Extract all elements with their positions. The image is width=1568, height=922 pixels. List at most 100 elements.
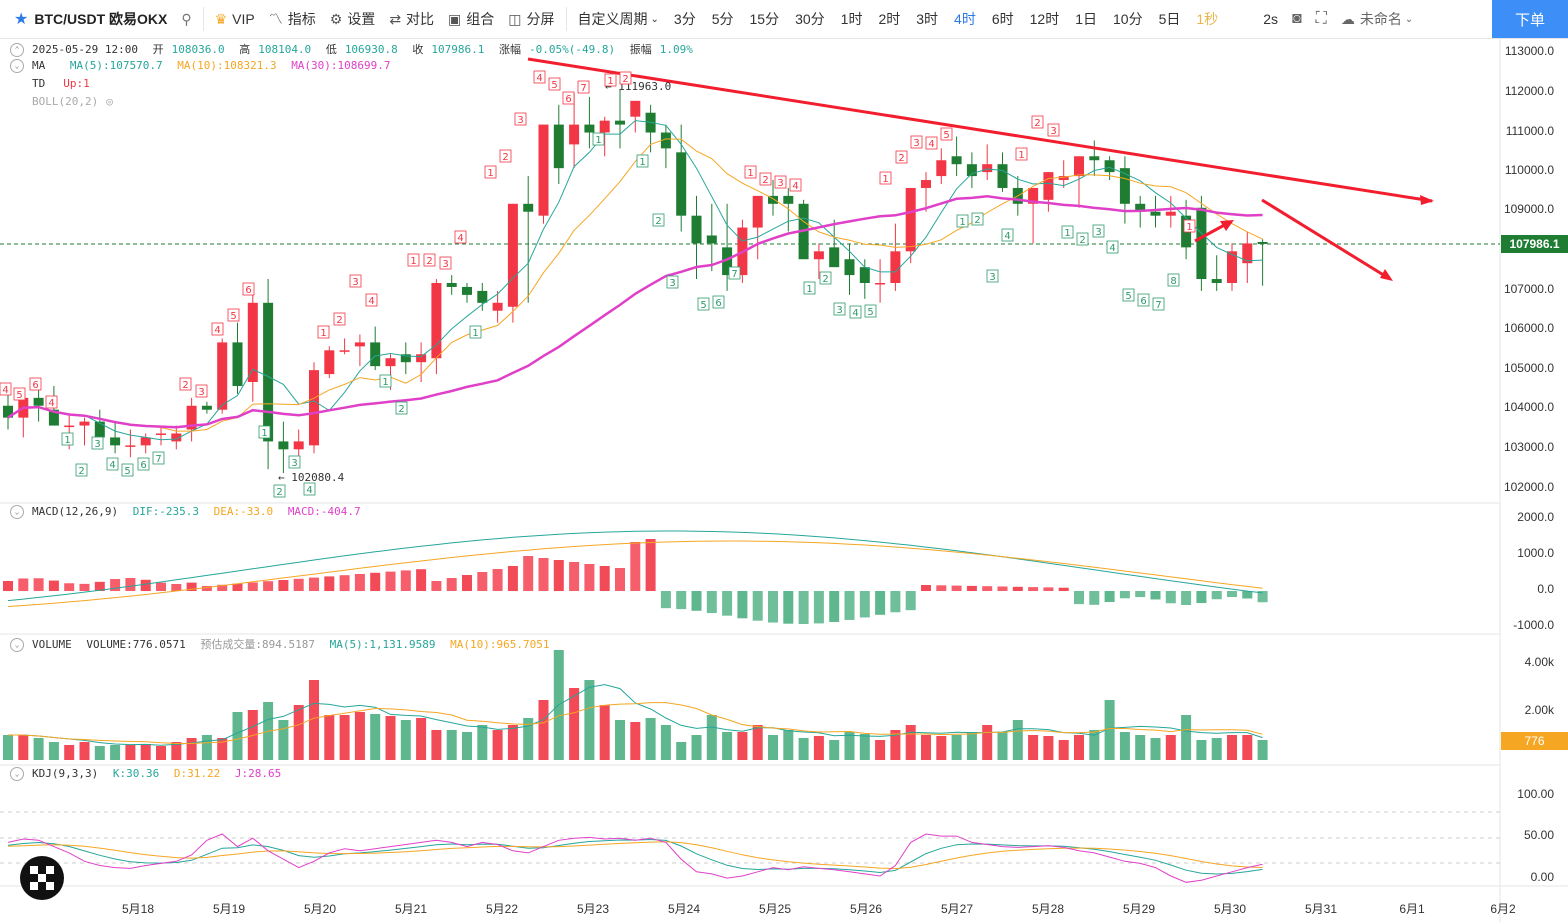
- macd-bar: [706, 591, 717, 614]
- macd-bar: [783, 591, 794, 624]
- volume-bar: [110, 745, 121, 760]
- kdj-tick: 50.00: [1523, 828, 1554, 842]
- volume-bar: [339, 715, 350, 760]
- td-marker: [592, 132, 605, 146]
- volume-bar: [1211, 738, 1222, 760]
- macd-bar: [660, 591, 671, 609]
- td-number: 2: [655, 216, 661, 227]
- split-screen-button[interactable]: ◫ 分屏: [508, 10, 555, 28]
- period-13[interactable]: 1秒: [1196, 11, 1219, 27]
- macd-bar: [553, 560, 564, 591]
- td-number: 6: [1140, 296, 1146, 307]
- volume-bar: [584, 680, 595, 760]
- td-marker: [423, 253, 436, 267]
- candle-body: [1135, 203, 1146, 212]
- td-number: 1: [1186, 222, 1192, 233]
- layout-menu[interactable]: ☁ 未命名 ⌄: [1340, 10, 1414, 28]
- candle-body: [462, 286, 472, 295]
- td-marker: [61, 432, 74, 446]
- candle-body: [492, 302, 503, 311]
- td-marker: [195, 384, 208, 398]
- custom-period-dropdown[interactable]: 自定义周期 ⌄: [577, 11, 659, 27]
- macd-bar: [1074, 591, 1084, 605]
- symbol-selector[interactable]: ★ BTC/USDT 欧易OKX ⚲: [14, 10, 192, 29]
- macd-bar: [890, 591, 901, 613]
- volume-bar: [293, 705, 304, 760]
- candle-body: [293, 441, 304, 450]
- camera-icon[interactable]: ◙: [1291, 10, 1302, 27]
- td-marker: [533, 70, 546, 84]
- period-9[interactable]: 12时: [1029, 11, 1060, 27]
- period-2[interactable]: 15分: [749, 11, 780, 27]
- candle-body: [1257, 241, 1268, 244]
- settings-button[interactable]: ⚙ 设置: [329, 10, 376, 28]
- volume-bar: [752, 725, 763, 760]
- td-marker: [1015, 147, 1028, 161]
- candle-body: [1028, 187, 1039, 204]
- candle-body: [921, 180, 931, 188]
- collapse-icon[interactable]: ⌄: [10, 505, 24, 519]
- price-tick: 113000.0: [1504, 44, 1554, 58]
- td-number: 4: [368, 296, 374, 307]
- macd-bar: [798, 591, 809, 624]
- td-marker: [666, 275, 679, 289]
- search-icon[interactable]: ⚲: [181, 10, 192, 27]
- volume-bar: [645, 718, 656, 760]
- macd-bar: [1104, 591, 1115, 603]
- collapse-icon[interactable]: ⌄: [10, 59, 24, 73]
- macd-tick: 0.0: [1537, 582, 1554, 596]
- td-marker: [1167, 273, 1180, 287]
- vip-button[interactable]: ♛ VIP: [214, 10, 255, 28]
- period-1[interactable]: 5分: [711, 11, 734, 27]
- macd-bar: [64, 583, 75, 591]
- candle-body: [416, 354, 427, 363]
- period-4[interactable]: 1时: [840, 11, 863, 27]
- combine-button[interactable]: ▣ 组合: [448, 10, 495, 28]
- macd-bar: [1211, 591, 1222, 600]
- macd-bar: [1150, 591, 1161, 600]
- candle-body: [1196, 207, 1207, 280]
- candle-body: [890, 251, 901, 283]
- period-7[interactable]: 4时: [954, 11, 976, 27]
- period-0[interactable]: 3分: [673, 11, 696, 27]
- fullscreen-icon[interactable]: ⛶: [1315, 10, 1327, 27]
- candle-body: [1089, 156, 1100, 161]
- star-icon[interactable]: ★: [14, 11, 29, 28]
- collapse-icon[interactable]: ⌄: [10, 638, 24, 652]
- collapse-icon[interactable]: ⌄: [10, 767, 24, 781]
- candle-body: [1074, 156, 1084, 177]
- macd-bar: [324, 576, 335, 591]
- macd-bar: [293, 578, 304, 591]
- td-marker: [273, 484, 286, 498]
- chart-area[interactable]: ← 111963.0 ← 102080.4 4 5 6 4 2 3 4 5 6 3 4 2 1 1 2 3 4 1 2 3…: [0, 38, 1568, 922]
- volume-bar: [538, 700, 549, 760]
- indicator-button[interactable]: 〽指标: [268, 11, 316, 27]
- logo-icon[interactable]: [20, 856, 64, 900]
- macd-bar: [1242, 591, 1253, 599]
- td-number: 4: [48, 398, 54, 409]
- refresh-interval[interactable]: 2s: [1263, 11, 1278, 27]
- compare-button[interactable]: ⇄ 对比: [389, 10, 435, 28]
- candle-body: [309, 370, 319, 446]
- period-8[interactable]: 6时: [991, 11, 1014, 27]
- period-10[interactable]: 1日: [1075, 11, 1098, 27]
- period-6[interactable]: 3时: [916, 11, 939, 27]
- volume-legend: ⌄ VOLUME VOLUME:776.0571 预估成交量:894.5187 M…: [10, 636, 558, 652]
- td-number: 5: [867, 307, 873, 318]
- kdj-d-line: [7, 841, 1263, 870]
- combine-icon: ▣: [448, 10, 462, 27]
- period-12[interactable]: 5日: [1158, 11, 1181, 27]
- td-marker: [333, 312, 346, 326]
- period-3[interactable]: 30分: [795, 11, 825, 27]
- hidden-eye-icon[interactable]: ◎: [106, 95, 113, 108]
- period-11[interactable]: 10分: [1113, 11, 1143, 27]
- period-5[interactable]: 2时: [878, 11, 901, 27]
- td-number: 4: [214, 325, 220, 336]
- order-button[interactable]: 下单: [1492, 0, 1568, 38]
- macd-bar: [171, 584, 182, 591]
- volume-bar: [217, 738, 228, 760]
- collapse-icon[interactable]: ⌃: [10, 43, 24, 57]
- td-marker: [179, 377, 192, 391]
- td-marker: [744, 165, 757, 179]
